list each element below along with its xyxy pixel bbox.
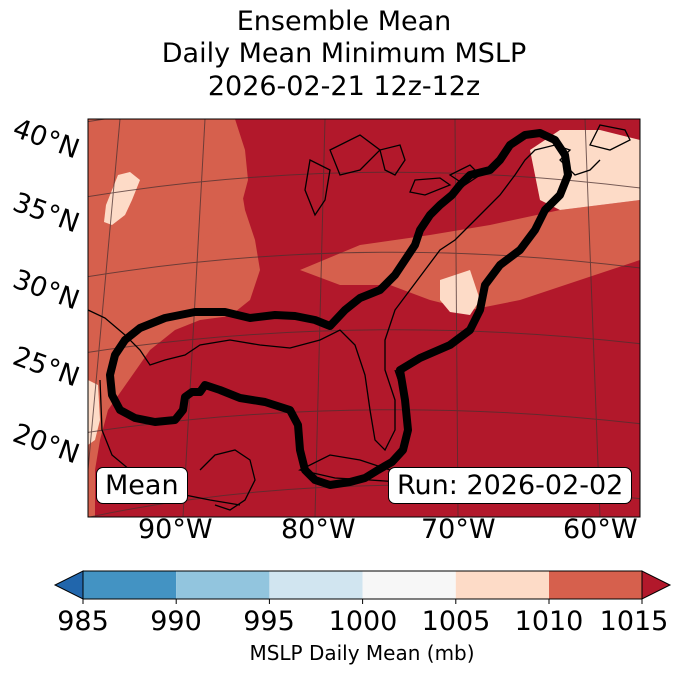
colorbar-segment-1005-1010 <box>455 571 549 599</box>
title-line-3: 2026-02-21 12z-12z <box>207 71 481 102</box>
colorbar-segment-985-990 <box>83 571 177 599</box>
colorbar-tick-marks <box>82 599 643 604</box>
colorbar-tick-1015: 1015 <box>599 606 669 637</box>
pressure-field-1005-patch-ne <box>530 130 640 210</box>
pressure-field-1015-plus <box>95 119 640 517</box>
colorbar-extend-high <box>641 570 672 600</box>
colorbar-tick-1010: 1010 <box>514 606 584 637</box>
title-line-2: Daily Mean Minimum MSLP <box>161 38 527 69</box>
colorbar-segment-990-995 <box>176 571 270 599</box>
mean-contour <box>106 129 572 489</box>
colorbar <box>53 570 672 604</box>
colorbar-tick-1005: 1005 <box>421 606 491 637</box>
colorbar-segment-1010-1015 <box>549 571 642 599</box>
lon-label-60w: 60°W <box>563 514 638 545</box>
map-panel <box>88 119 640 517</box>
mean-label-box: Mean <box>96 467 188 504</box>
pressure-field-1005-patch-sw <box>88 380 100 445</box>
pressure-field-1005-patch-nw <box>104 172 140 225</box>
title-line-1: Ensemble Mean <box>236 6 452 37</box>
colorbar-tick-995: 995 <box>243 606 295 637</box>
pressure-field-1005-patch-east <box>440 270 480 315</box>
colorbar-label: MSLP Daily Mean (mb) <box>249 641 475 665</box>
colorbar-tick-985: 985 <box>57 606 109 637</box>
colorbar-extend-low <box>53 570 84 600</box>
map-frame <box>87 118 641 518</box>
lon-label-80w: 80°W <box>281 514 356 545</box>
colorbar-segment-995-1000 <box>269 571 363 599</box>
run-date-box: Run: 2026-02-02 <box>388 467 633 504</box>
lon-label-90w: 90°W <box>138 514 213 545</box>
colorbar-tick-990: 990 <box>150 606 202 637</box>
colorbar-segment-1000-1005 <box>362 571 456 599</box>
lon-label-70w: 70°W <box>421 514 496 545</box>
colorbar-tick-1000: 1000 <box>328 606 398 637</box>
